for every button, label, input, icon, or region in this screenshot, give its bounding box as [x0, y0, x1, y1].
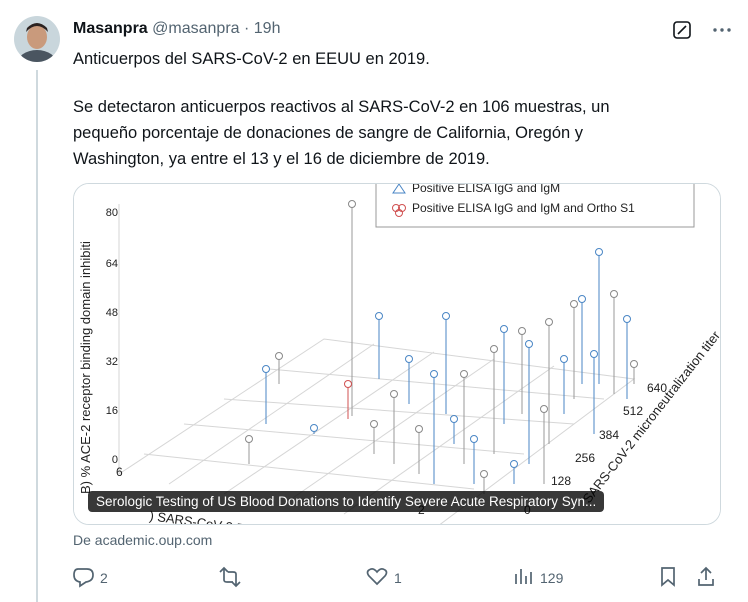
reply-icon[interactable]: [73, 568, 94, 588]
pin-head: [490, 345, 498, 353]
share-icon[interactable]: [698, 566, 714, 586]
author-handle[interactable]: @masanpra: [152, 20, 240, 37]
legend-label: Positive ELISA IgG and IgM and Ortho S1: [412, 201, 635, 215]
thread-line: [36, 70, 38, 602]
pin-head: [370, 420, 378, 428]
pin-head: [595, 248, 603, 256]
z-tick-label: 384: [599, 428, 619, 442]
retweet-icon[interactable]: [219, 566, 241, 588]
pin-head: [578, 295, 586, 303]
text-line: pequeño porcentaje de donaciones de sang…: [73, 124, 584, 142]
card-source[interactable]: De academic.oup.com: [73, 532, 213, 548]
x-tick-label: 6: [116, 465, 123, 479]
pin-head: [442, 312, 450, 320]
text-line: Se detectaron anticuerpos reactivos al S…: [73, 98, 610, 116]
post-text-1: Anticuerpos del SARS-CoV-2 en EEUU en 20…: [73, 50, 430, 68]
y-tick-label: 48: [106, 307, 118, 319]
pin-head: [430, 370, 438, 378]
z-tick-label: 256: [575, 451, 595, 465]
avatar[interactable]: [14, 16, 60, 62]
pin-head: [623, 315, 631, 323]
pin-head: [415, 425, 423, 433]
pin-head: [375, 312, 383, 320]
legend-box: [375, 184, 695, 228]
y-axis-label: B) % ACE-2 receptor binding domain inhib…: [78, 241, 93, 494]
pin-head: [390, 390, 398, 398]
z-tick-label: 640: [647, 381, 667, 395]
pin-head: [590, 350, 598, 358]
like-count: 1: [394, 570, 402, 586]
pin-head: [560, 355, 568, 363]
grok-icon[interactable]: [673, 21, 691, 39]
pin-head: [540, 405, 548, 413]
z-axis-label: SARS-CoV-2 microneutralization titer: [580, 328, 720, 506]
pin-head: [245, 435, 253, 443]
pin-head: [460, 370, 468, 378]
pin-head: [310, 424, 318, 432]
pin-head: [570, 300, 578, 308]
pin-head: [348, 200, 356, 208]
view-count: 129: [540, 570, 564, 586]
pin-head: [610, 290, 618, 298]
header-icons: [673, 21, 731, 39]
pin-head: [344, 380, 352, 388]
card-image: Positive ELISA IgG and IgM Positive ELIS…: [74, 184, 720, 524]
legend-marker: [392, 184, 406, 194]
time[interactable]: 19h: [253, 20, 281, 37]
card-caption: Serologic Testing of US Blood Donations …: [88, 491, 605, 512]
z-tick-label: 128: [551, 474, 571, 488]
y-tick-label: 64: [106, 258, 118, 270]
more-menu[interactable]: [713, 28, 731, 32]
y-tick-label: 80: [106, 207, 118, 219]
pin-head: [470, 435, 478, 443]
pin-head: [525, 340, 533, 348]
pin-head: [545, 318, 553, 326]
text-line: Washington, ya entre el 13 y el 16 de di…: [73, 150, 490, 168]
legend-marker: [392, 204, 406, 217]
header: Masanpra @masanpra · 19h: [73, 20, 280, 38]
pin-head: [275, 352, 283, 360]
like-icon[interactable]: [366, 568, 388, 586]
pin-head: [480, 470, 488, 478]
y-tick-label: 16: [106, 405, 118, 417]
pin-head: [405, 355, 413, 363]
pin-head: [262, 365, 270, 373]
post-text-2: Se detectaron anticuerpos reactivos al S…: [73, 94, 610, 172]
pin-head: [518, 327, 526, 335]
legend-label: Positive ELISA IgG and IgM: [412, 184, 560, 195]
author-name[interactable]: Masanpra: [73, 20, 148, 37]
pin-head: [510, 460, 518, 468]
pin-head: [630, 360, 638, 368]
views-icon[interactable]: [515, 569, 532, 584]
reply-count: 2: [100, 570, 108, 586]
link-card[interactable]: Positive ELISA IgG and IgM Positive ELIS…: [73, 183, 721, 525]
action-icons: [73, 566, 714, 588]
z-tick-label: 512: [623, 404, 643, 418]
bookmark-icon[interactable]: [661, 567, 675, 587]
pin-head: [500, 325, 508, 333]
separator: ·: [244, 20, 250, 37]
y-tick-label: 0: [112, 454, 118, 466]
y-tick-label: 32: [106, 356, 118, 368]
pin-head: [450, 415, 458, 423]
